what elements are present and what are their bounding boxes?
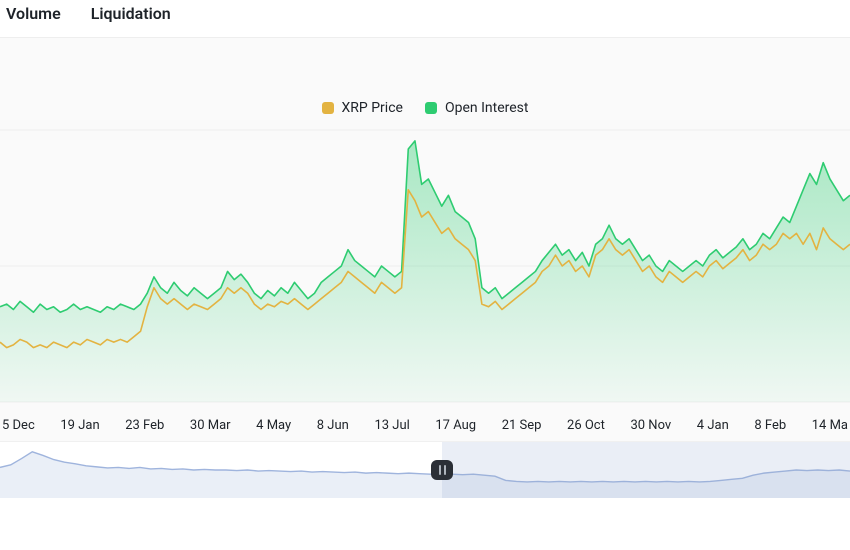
mini-selection-handle[interactable] — [431, 460, 453, 480]
x-tick-label: 4 Jan — [697, 418, 729, 433]
main-chart[interactable] — [0, 126, 850, 404]
x-tick-label: 8 Feb — [754, 418, 786, 433]
legend-swatch-oi — [425, 102, 437, 114]
x-tick-label: 19 Jan — [60, 418, 99, 433]
mini-selection[interactable] — [442, 442, 850, 498]
legend-item-price[interactable]: XRP Price — [322, 100, 403, 116]
x-tick-label: 30 Mar — [190, 418, 231, 433]
x-tick-label: 21 Sep — [502, 418, 542, 433]
tab-volume[interactable]: Volume — [6, 4, 61, 23]
mini-chart-wrap — [0, 442, 850, 498]
tab-liquidation[interactable]: Liquidation — [91, 4, 171, 23]
chart-legend: XRP Price Open Interest — [0, 100, 850, 116]
legend-swatch-price — [322, 102, 334, 114]
legend-item-oi[interactable]: Open Interest — [425, 100, 529, 116]
handle-bar-icon — [444, 465, 446, 475]
x-tick-label: 14 Ma — [812, 418, 848, 433]
legend-label-price: XRP Price — [342, 100, 403, 116]
x-tick-label: 26 Oct — [567, 418, 605, 433]
x-tick-label: 8 Jun — [317, 418, 349, 433]
x-tick-label: 23 Feb — [125, 418, 164, 433]
x-tick-label: 30 Nov — [630, 418, 671, 433]
chart-tabs: Volume Liquidation — [0, 0, 850, 38]
handle-bar-icon — [439, 465, 441, 475]
chart-container: XRP Price Open Interest 5 Dec 19 Jan 23 Fe… — [0, 38, 850, 498]
legend-label-oi: Open Interest — [445, 100, 529, 116]
x-tick-label: 4 May — [256, 418, 291, 433]
x-tick-label: 5 Dec — [2, 418, 35, 433]
x-tick-label: 17 Aug — [435, 418, 476, 433]
x-axis-labels: 5 Dec 19 Jan 23 Feb 30 Mar 4 May 8 Jun 13 Jul 1… — [0, 404, 850, 442]
x-tick-label: 13 Jul — [374, 418, 409, 433]
